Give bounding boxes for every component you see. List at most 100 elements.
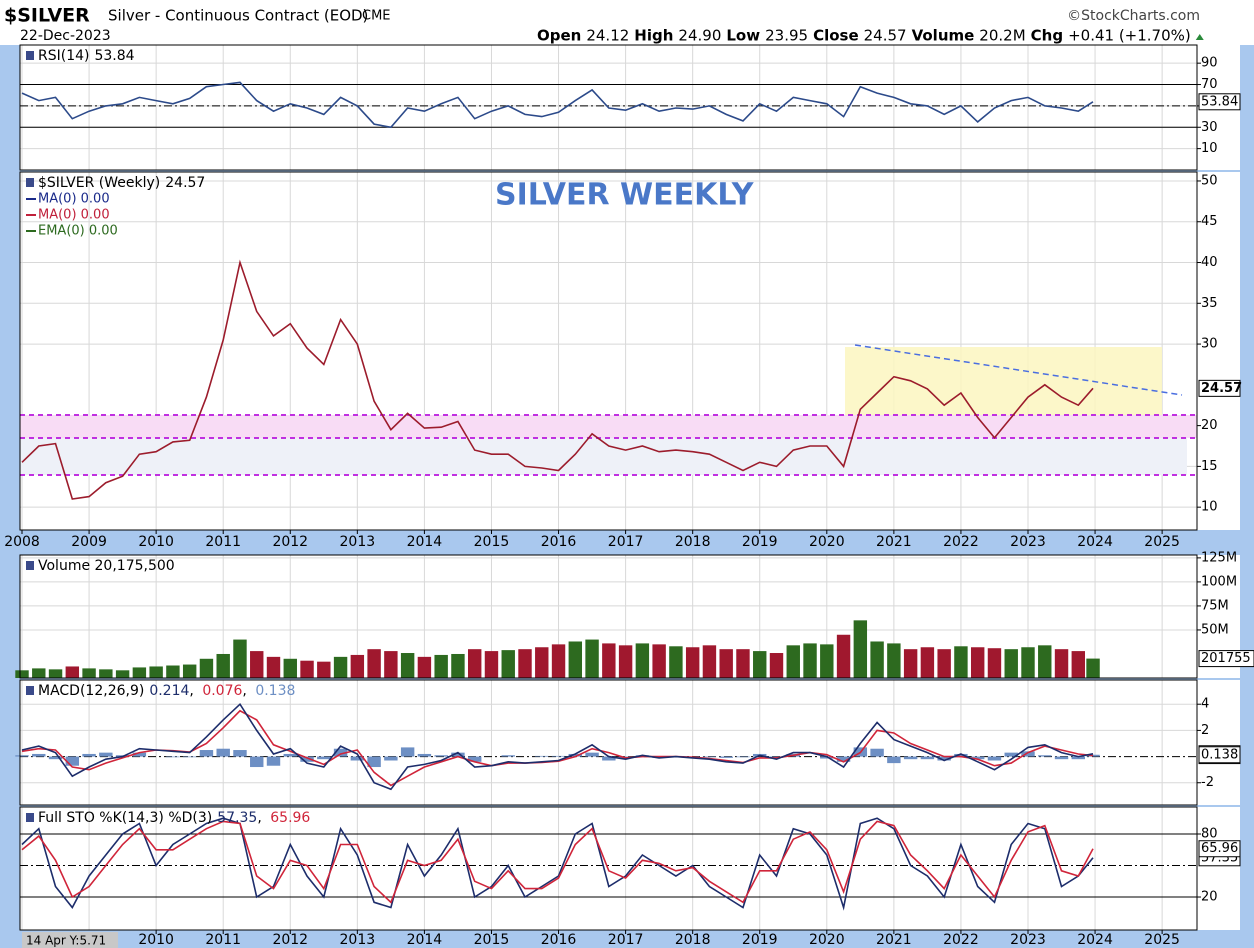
y-tick-label: 125M [1201,550,1237,565]
y-tick-label: 70 [1201,77,1218,92]
bar [199,658,214,678]
last-value-label: 65.96 [1201,841,1238,856]
bar [434,654,448,678]
bar [1021,647,1035,678]
bar [82,753,96,757]
bar [753,651,767,678]
quote-item: High [634,27,673,45]
x-tick-label: 2021 [876,932,912,948]
bar [635,643,650,678]
title-icon [26,686,34,695]
bar [836,756,851,762]
bar [887,643,901,678]
quote-item: Chg [1031,27,1063,45]
exchange: CME [362,9,391,24]
bar [82,668,96,678]
bar [568,641,583,678]
x-tick-label: 2025 [1144,932,1180,948]
y-tick-label: -2 [1201,775,1214,790]
quote-item: 20.2M [979,27,1025,45]
plot-border [19,44,1198,171]
y-tick-label: 45 [1201,214,1218,229]
bar [903,756,918,760]
bar [350,654,365,678]
symbol: $SILVER [4,5,90,27]
y-tick-label: 75M [1201,598,1229,613]
bar [987,648,1002,678]
x-tick-label: 2011 [205,534,241,550]
bar [518,649,532,678]
bar [719,756,733,758]
legend-value: 65.96 [270,810,310,826]
bar [501,755,515,757]
last-value-box [1198,650,1254,668]
bar [937,649,951,678]
bar [266,756,281,766]
legend-entry: MA(0) 0.00 [38,208,110,223]
y-tick-label: 20 [1201,418,1218,433]
panel-title: $SILVER (Weekly) [38,175,160,191]
y-tick-label: 80 [1201,826,1218,841]
bar [803,643,817,678]
plot-border [19,554,1198,679]
legend-separator: , [189,683,198,699]
quote-item: Open [537,27,581,45]
bar [216,748,230,757]
bar [182,664,197,678]
x-tick-label: 2012 [272,534,308,550]
x-tick-label: 2017 [608,534,644,550]
annotation: SILVER WEEKLY [495,178,755,213]
bar [920,647,935,678]
panel-title: MACD(12,26,9) [38,683,144,699]
y-tick-label: 30 [1201,337,1218,352]
bar [250,756,264,768]
bar [384,651,398,678]
x-tick-label: 2019 [742,534,778,550]
legend-separator: , [242,683,251,699]
x-tick-label: 2018 [675,932,711,948]
bar [65,666,80,678]
bar [1071,756,1086,760]
legend-value: 24.57 [165,175,205,191]
triangle-box [845,347,1162,415]
quote-item: Close [813,27,859,45]
bar [317,661,331,678]
bar [434,755,448,757]
bar [451,752,465,757]
last-value-label: 24.57 [1201,381,1242,396]
y-tick-label: 30 [1201,120,1218,135]
line [21,820,1094,904]
bar [903,649,918,678]
panel-title: Full STO %K(14,3) %D(3) [38,810,212,826]
bar [970,756,985,760]
bar [987,756,1002,761]
x-tick-label: 2014 [407,932,443,948]
y-tick-label: 50 [1201,173,1218,188]
y-tick-label: 40 [1201,255,1218,270]
base-band [20,438,1187,475]
bar [350,756,365,761]
x-tick-label: 2025 [1144,534,1180,550]
last-value-box [1198,93,1241,111]
bar [48,669,63,678]
quote-item: 24.90 [678,27,721,45]
bar [786,645,800,678]
quote-item: +0.41 (+1.70%) [1068,27,1191,45]
bar [685,647,700,678]
bar [283,658,297,678]
x-tick-label: 2013 [340,932,376,948]
last-value-label: 0.138 [1201,747,1238,762]
bar [769,653,784,678]
bar [333,656,348,678]
date: 22-Dec-2023 [20,28,111,44]
bar [182,756,197,758]
bar [870,748,884,757]
bar [166,756,180,758]
cursor-label: 14 Apr Y:5.71 [26,934,106,948]
panel-title: Volume 20,175,500 [38,558,175,574]
x-tick-label: 2022 [943,534,979,550]
y-tick-label: 50M [1201,622,1229,637]
bar [1038,755,1052,757]
bar [920,756,935,760]
